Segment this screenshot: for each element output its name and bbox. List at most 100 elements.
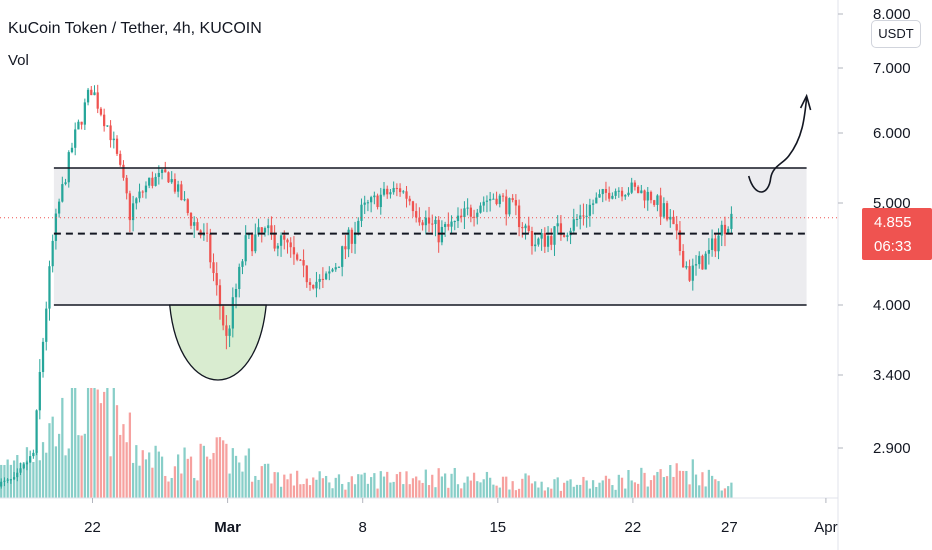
volume-bar xyxy=(296,470,299,498)
volume-bar xyxy=(411,478,415,498)
candle xyxy=(6,477,9,484)
candle-body xyxy=(283,235,286,240)
candle xyxy=(360,198,363,228)
candle-body xyxy=(617,190,620,192)
candle-body xyxy=(405,191,408,199)
cup-pattern xyxy=(168,304,267,381)
volume-bar xyxy=(67,448,70,498)
candle xyxy=(398,183,402,197)
candle xyxy=(427,206,431,232)
candle xyxy=(530,226,534,255)
last-date-backdrop xyxy=(715,514,744,538)
volume-bar xyxy=(331,488,334,498)
currency-button[interactable]: USDT xyxy=(871,20,921,48)
candle xyxy=(463,201,466,230)
candle-body xyxy=(714,238,717,252)
candle-body xyxy=(125,177,128,194)
candle-body xyxy=(656,195,659,205)
volume-bar xyxy=(257,479,260,498)
candle xyxy=(714,234,717,258)
candle xyxy=(534,232,537,252)
candle-body xyxy=(331,269,334,272)
candle-body xyxy=(370,197,373,203)
volume-bar xyxy=(167,481,170,498)
volume-bar xyxy=(437,468,440,498)
candle xyxy=(177,180,180,198)
candle xyxy=(305,265,308,288)
candle xyxy=(154,173,157,187)
volume-bar xyxy=(395,474,398,498)
candle-body xyxy=(193,222,196,226)
candle xyxy=(173,173,177,194)
candle xyxy=(665,200,669,222)
candle-body xyxy=(205,232,209,234)
volume-bar xyxy=(318,471,321,498)
volume-bar xyxy=(29,459,32,498)
volume-bar xyxy=(540,481,543,498)
candle-body xyxy=(212,262,215,274)
volume-bar xyxy=(141,450,144,498)
volume-bar xyxy=(659,469,662,498)
symbol-title: KuCoin Token / Tether, 4h, KUCOIN xyxy=(8,20,262,37)
volume-bar xyxy=(148,452,151,498)
candle-body xyxy=(505,196,508,215)
candle xyxy=(83,98,86,131)
candle xyxy=(254,223,257,254)
candle-body xyxy=(717,235,720,252)
volume-bar xyxy=(546,487,550,498)
candle xyxy=(472,209,476,227)
candle xyxy=(418,207,421,226)
candle xyxy=(61,176,64,203)
candle xyxy=(151,171,154,189)
volume-bar xyxy=(595,486,598,498)
volume-bar xyxy=(260,466,263,498)
candle xyxy=(347,227,350,258)
candle xyxy=(122,160,125,181)
candle xyxy=(353,221,357,254)
candle-body xyxy=(485,200,489,202)
volume-bar xyxy=(157,451,160,498)
bar-countdown: 06:33 xyxy=(874,238,912,255)
candle-body xyxy=(579,215,582,219)
volume-bar xyxy=(598,482,601,498)
volume-bar xyxy=(273,472,276,498)
volume-bar xyxy=(360,474,363,498)
price-tick-label: 4.000 xyxy=(873,297,911,314)
candle xyxy=(598,189,601,198)
volume-bar xyxy=(440,476,444,498)
time-tick-label: Apr xyxy=(814,519,837,536)
candle xyxy=(704,251,707,270)
volume-bar xyxy=(582,476,585,498)
candle xyxy=(614,188,617,200)
candle xyxy=(604,181,608,201)
volume-bar xyxy=(186,458,189,498)
volume-bar xyxy=(353,484,357,498)
candle-body xyxy=(279,235,283,246)
volume-bar xyxy=(572,486,575,498)
candle-body xyxy=(624,195,627,197)
volume-bar xyxy=(710,475,714,498)
candle xyxy=(183,191,186,202)
candle-body xyxy=(460,215,463,218)
candle-body xyxy=(550,236,553,245)
volume-bar xyxy=(263,463,267,498)
volume-bar xyxy=(32,461,35,498)
volume-bar xyxy=(19,462,22,498)
volume-bar xyxy=(215,437,218,498)
volume-bar xyxy=(604,475,608,498)
volume-bar xyxy=(276,472,279,498)
volume-bar xyxy=(283,474,286,498)
candle xyxy=(640,184,643,194)
candle-body xyxy=(479,205,482,213)
candle xyxy=(653,199,656,207)
volume-bar xyxy=(649,480,653,498)
volume-bar xyxy=(96,389,99,498)
candle-body xyxy=(447,224,450,227)
candle xyxy=(392,181,395,195)
candle xyxy=(115,135,119,156)
candle-body xyxy=(103,114,106,127)
candle xyxy=(344,235,347,260)
volume-indicator-label[interactable]: Vol xyxy=(8,52,29,69)
volume-bar xyxy=(103,391,106,498)
